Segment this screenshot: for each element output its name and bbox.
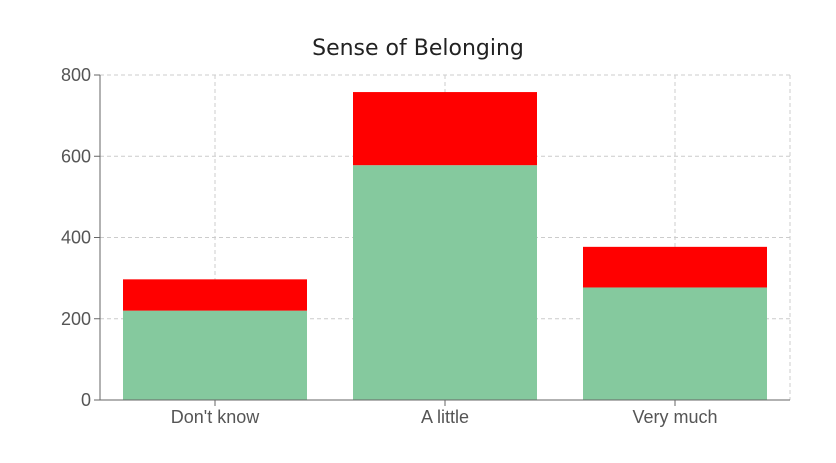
axes: [94, 74, 790, 406]
y-tick-label: 400: [61, 228, 91, 248]
x-tick-label: Don't know: [171, 407, 260, 427]
bar-segment-series-1: [353, 165, 537, 400]
y-tick-label: 0: [81, 390, 91, 410]
bar-segment-series-2: [583, 246, 767, 288]
bar-segment-series-1: [583, 287, 767, 400]
bar-segment-series-2: [353, 92, 537, 166]
tick-labels: 0 200 400 600 800 Don't know A little Very much: [61, 65, 718, 427]
x-tick-label: Very much: [632, 407, 717, 427]
bars: [123, 92, 767, 400]
bar-segment-series-2: [123, 279, 307, 311]
y-tick-label: 800: [61, 65, 91, 85]
chart-title: Sense of Belonging: [312, 36, 524, 61]
y-tick-label: 200: [61, 309, 91, 329]
bar-segment-series-1: [123, 310, 307, 400]
y-tick-label: 600: [61, 146, 91, 166]
x-tick-label: A little: [421, 407, 469, 427]
